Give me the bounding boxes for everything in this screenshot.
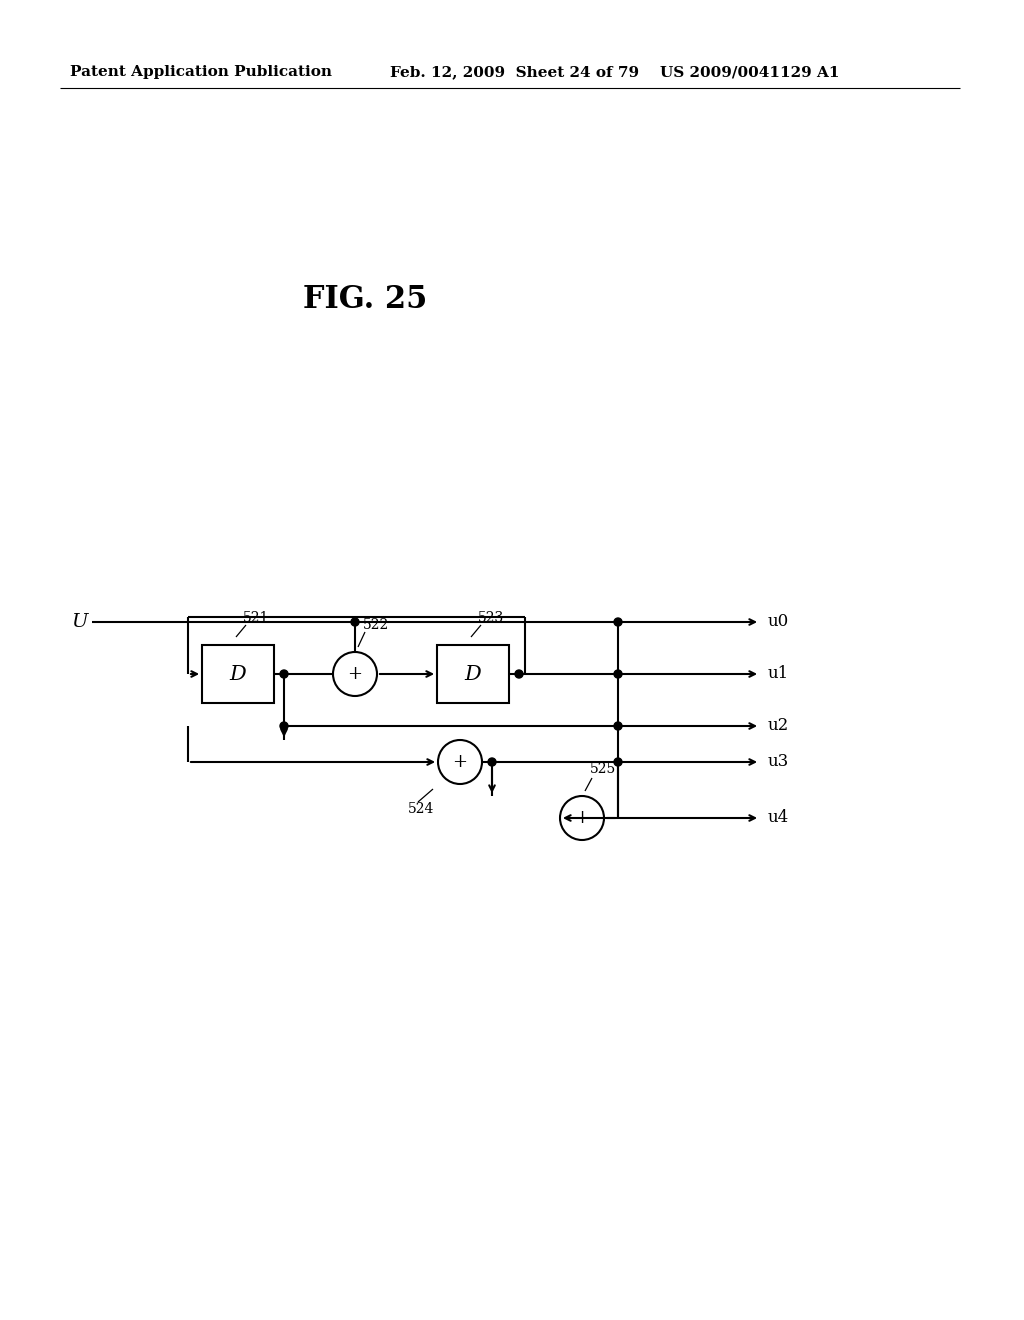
Circle shape (280, 722, 288, 730)
Circle shape (351, 618, 359, 626)
Circle shape (280, 671, 288, 678)
Text: +: + (453, 752, 468, 771)
Text: D: D (465, 664, 481, 684)
Text: +: + (347, 665, 362, 682)
Text: 523: 523 (478, 611, 504, 624)
Text: 521: 521 (243, 611, 269, 624)
Text: +: + (574, 809, 590, 828)
Circle shape (614, 758, 622, 766)
Text: u2: u2 (768, 718, 790, 734)
Text: u0: u0 (768, 614, 790, 631)
Text: Feb. 12, 2009  Sheet 24 of 79: Feb. 12, 2009 Sheet 24 of 79 (390, 65, 639, 79)
Text: u1: u1 (768, 665, 790, 682)
Bar (202, 645, 274, 704)
Circle shape (614, 618, 622, 626)
Text: D: D (229, 664, 247, 684)
Text: 522: 522 (362, 618, 389, 632)
Text: Patent Application Publication: Patent Application Publication (70, 65, 332, 79)
Text: 524: 524 (408, 803, 434, 816)
Bar (437, 645, 509, 704)
Text: US 2009/0041129 A1: US 2009/0041129 A1 (660, 65, 840, 79)
Circle shape (614, 722, 622, 730)
Text: u4: u4 (768, 809, 790, 826)
Circle shape (515, 671, 523, 678)
Circle shape (614, 671, 622, 678)
Circle shape (488, 758, 496, 766)
Text: u3: u3 (768, 754, 790, 771)
Text: FIG. 25: FIG. 25 (303, 285, 427, 315)
Text: U: U (72, 612, 88, 631)
Text: 525: 525 (590, 762, 616, 776)
